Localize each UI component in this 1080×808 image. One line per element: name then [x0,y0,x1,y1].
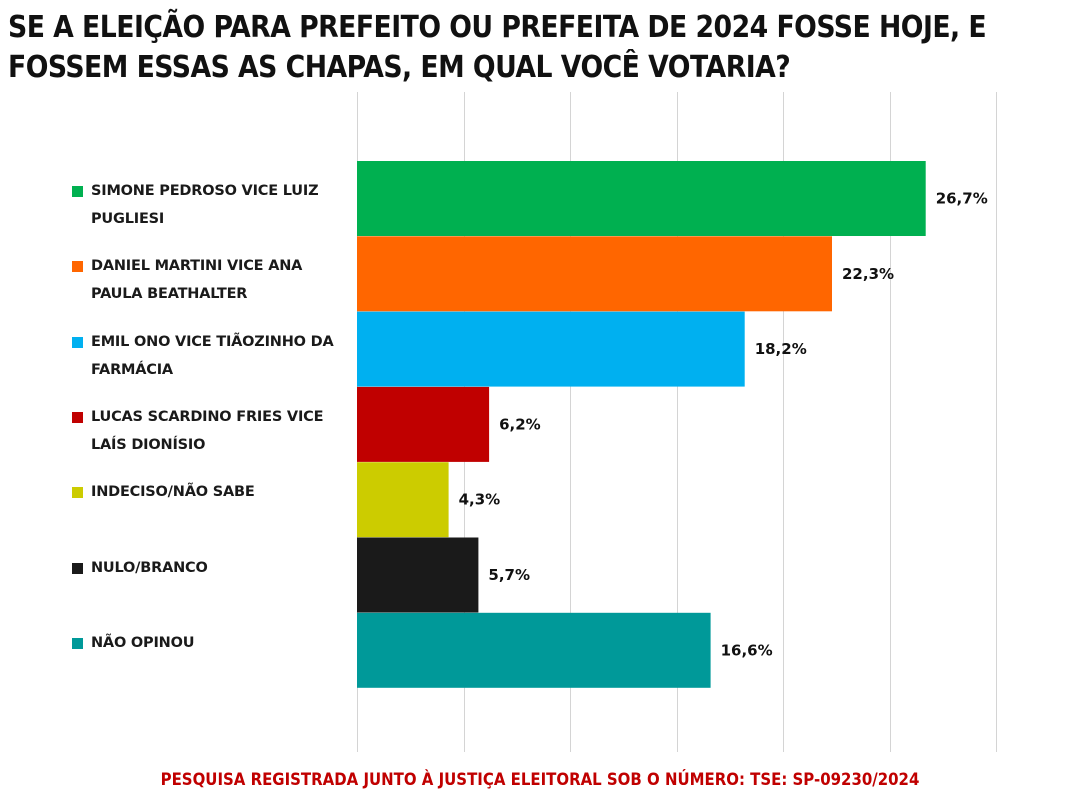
bar-value-label: 5,7% [488,566,530,584]
chart-title-line-2: FOSSEM ESSAS AS CHAPAS, EM QUAL VOCÊ VOT… [8,50,791,85]
bar [357,612,711,688]
legend-label: NÃO OPINOU [91,634,195,651]
bars [357,161,926,688]
bar-value-label: 22,3% [842,265,894,283]
legend-swatch [72,487,83,499]
bar-value-label: 6,2% [499,415,541,433]
chart-title-line-1: SE A ELEIÇÃO PARA PREFEITO OU PREFEITA D… [8,10,987,45]
legend-swatch [72,411,83,423]
bar-value-labels: 26,7% 22,3% 18,2% 6,2% 4,3% 5,7% 16,6% [459,190,988,660]
bar-value-label: 26,7% [936,190,988,208]
legend-label: SIMONE PEDROSO VICE LUIZ PUGLIESI [91,183,319,227]
legend-swatch [72,562,83,574]
footer-registration-note: PESQUISA REGISTRADA JUNTO À JUSTIÇA ELEI… [160,770,920,790]
bar-value-label: 18,2% [755,340,807,358]
bar [357,161,926,236]
bar [357,462,449,538]
legend-label: NULO/BRANCO [91,559,208,576]
bar-value-label: 4,3% [459,491,501,509]
legend-label: EMIL ONO VICE TIÃOZINHO DA FARMÁCIA [91,333,334,378]
legend-swatch [72,261,83,273]
bar-value-label: 16,6% [721,641,773,659]
legend-label: INDECISO/NÃO SABE [91,484,255,501]
legend-swatch [72,336,83,348]
bar [357,386,490,462]
legend-swatch [72,637,83,649]
legend-swatch [72,186,83,197]
legend-label: DANIEL MARTINI VICE ANA PAULA BEATHALTER [91,258,303,303]
bar [357,311,745,387]
bar [357,537,479,613]
legend-label: LUCAS SCARDINO FRIES VICE LAÍS DIONÍSIO [91,408,324,453]
bar [357,236,832,312]
